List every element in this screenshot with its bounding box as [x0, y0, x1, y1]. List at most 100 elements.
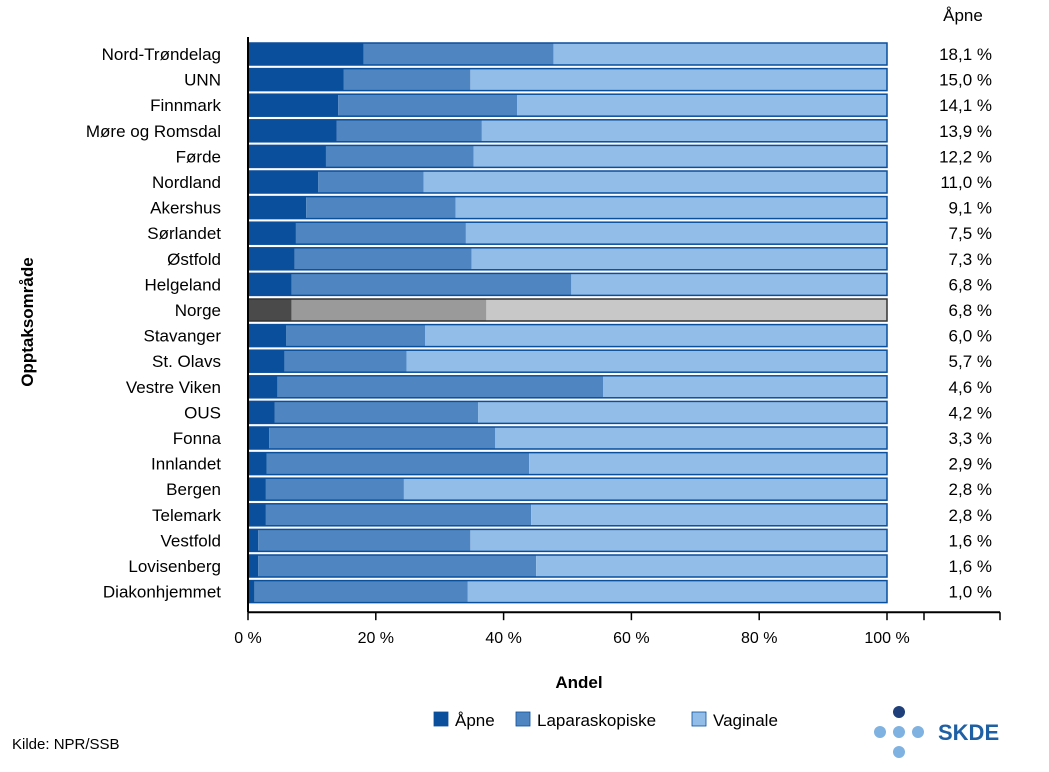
value-label: 13,9 % [939, 122, 992, 141]
bar-unn-laparaskopiske [343, 68, 471, 91]
bar-fonna-apne [248, 427, 270, 449]
bar-vestre-viken-apne [248, 375, 278, 398]
bar-ostfold-apne [248, 247, 295, 270]
bar-more-og-romsdal-vaginale [481, 119, 887, 142]
logo-dot-bottom-icon [893, 746, 905, 758]
category-label: Nordland [152, 173, 221, 192]
bar-nord-trondelag-vaginale [553, 43, 887, 65]
x-tick-label: 0 % [234, 630, 262, 647]
bar-helgeland-vaginale [571, 273, 887, 296]
legend-swatch-apne [433, 711, 449, 727]
category-label: Norge [175, 301, 221, 320]
bar-ostfold-vaginale [471, 247, 887, 270]
axes [247, 37, 1001, 621]
x-tick-labels: 0 % 20 % 40 % 60 % 80 % 100 % [234, 630, 909, 647]
bar-st-olavs-vaginale [406, 350, 887, 373]
value-label: 4,2 % [949, 403, 992, 422]
bar-innlandet-apne [248, 452, 267, 475]
x-tick-label: 100 % [864, 630, 909, 647]
value-label: 11,0 % [940, 173, 992, 192]
value-label: 3,3 % [949, 429, 992, 448]
bar-lovisenberg-vaginale [536, 555, 887, 577]
category-label: Bergen [166, 480, 221, 499]
bar-unn-vaginale [470, 68, 887, 91]
value-label: 2,8 % [949, 480, 992, 499]
bar-nordland-apne [248, 171, 319, 193]
value-label: 2,9 % [949, 455, 992, 474]
category-label: Akershus [150, 199, 221, 218]
bar-diakonhjemmet-vaginale [467, 580, 887, 603]
bar-fonna-laparaskopiske [269, 427, 496, 449]
value-label: 1,6 % [949, 557, 992, 576]
category-label: Finnmark [150, 96, 221, 115]
value-label: 6,8 % [949, 275, 992, 294]
logo-dot-left-icon [874, 726, 886, 738]
bar-st-olavs-laparaskopiske [284, 350, 407, 373]
bar-finnmark-laparaskopiske [338, 94, 518, 117]
category-label: St. Olavs [152, 352, 221, 371]
category-label: Diakonhjemmet [103, 583, 221, 602]
y-axis-title: Opptaksområde [18, 257, 37, 386]
value-label: 9,1 % [949, 199, 992, 218]
bar-helgeland-laparaskopiske [291, 273, 572, 296]
bar-nord-trondelag-apne [248, 43, 364, 65]
value-label: 7,5 % [949, 224, 992, 243]
category-label: Møre og Romsdal [86, 122, 221, 141]
bar-norge-vaginale [486, 299, 887, 321]
bar-st-olavs-apne [248, 350, 285, 373]
value-label: 1,0 % [949, 583, 992, 602]
bar-ous-apne [248, 401, 275, 424]
value-label: 5,7 % [949, 352, 992, 371]
value-column-header: Åpne [943, 6, 983, 25]
bar-vestfold-vaginale [470, 529, 887, 552]
value-label: 6,0 % [949, 327, 992, 346]
bar-ous-laparaskopiske [274, 401, 479, 424]
value-label: 12,2 % [939, 147, 992, 166]
value-label: 6,8 % [949, 301, 992, 320]
bar-ostfold-laparaskopiske [294, 247, 472, 270]
category-label: Sørlandet [147, 224, 221, 243]
bar-more-og-romsdal-laparaskopiske [336, 119, 482, 142]
value-label: 15,0 % [939, 71, 992, 90]
bar-nordland-vaginale [423, 171, 887, 193]
bar-bergen-apne [248, 478, 266, 501]
bars-group [247, 42, 888, 604]
bar-forde-apne [248, 145, 326, 168]
bar-stavanger-apne [248, 324, 287, 347]
source-note: Kilde: NPR/SSB [12, 736, 120, 753]
bar-vestfold-apne [248, 529, 259, 552]
bar-vestre-viken-laparaskopiske [277, 375, 604, 398]
bar-nordland-laparaskopiske [318, 171, 424, 193]
bar-finnmark-vaginale [517, 94, 887, 117]
category-label: Telemark [152, 506, 221, 525]
legend: Åpne Laparaskopiske Vaginale [433, 711, 778, 730]
legend-label-vaginale: Vaginale [713, 711, 778, 730]
value-label: 7,3 % [949, 250, 992, 269]
bar-innlandet-vaginale [529, 452, 887, 475]
bar-akershus-apne [248, 196, 307, 219]
bar-vestfold-laparaskopiske [258, 529, 471, 552]
legend-swatch-vaginale [691, 711, 707, 727]
bar-nord-trondelag-laparaskopiske [363, 43, 554, 65]
bar-ous-vaginale [478, 401, 887, 424]
category-label: Stavanger [144, 327, 222, 346]
logo-dot-top-icon [893, 706, 905, 718]
bar-vestre-viken-vaginale [603, 375, 887, 398]
x-axis-title: Andel [555, 673, 602, 692]
x-tick-label: 40 % [485, 630, 521, 647]
value-label: 2,8 % [949, 506, 992, 525]
category-label: Førde [176, 147, 221, 166]
bar-sorlandet-apne [248, 222, 296, 245]
bar-stavanger-laparaskopiske [286, 324, 426, 347]
bar-bergen-vaginale [403, 478, 887, 501]
bar-telemark-vaginale [531, 503, 887, 526]
value-label: 4,6 % [949, 378, 992, 397]
bar-more-og-romsdal-apne [248, 119, 337, 142]
bar-innlandet-laparaskopiske [266, 452, 530, 475]
bar-diakonhjemmet-apne [248, 580, 255, 603]
category-label: Fonna [173, 429, 222, 448]
category-labels: Nord-Trøndelag UNN Finnmark Møre og Romsdal… [86, 45, 222, 602]
value-label: 18,1 % [939, 45, 992, 64]
category-label: Nord-Trøndelag [102, 45, 221, 64]
